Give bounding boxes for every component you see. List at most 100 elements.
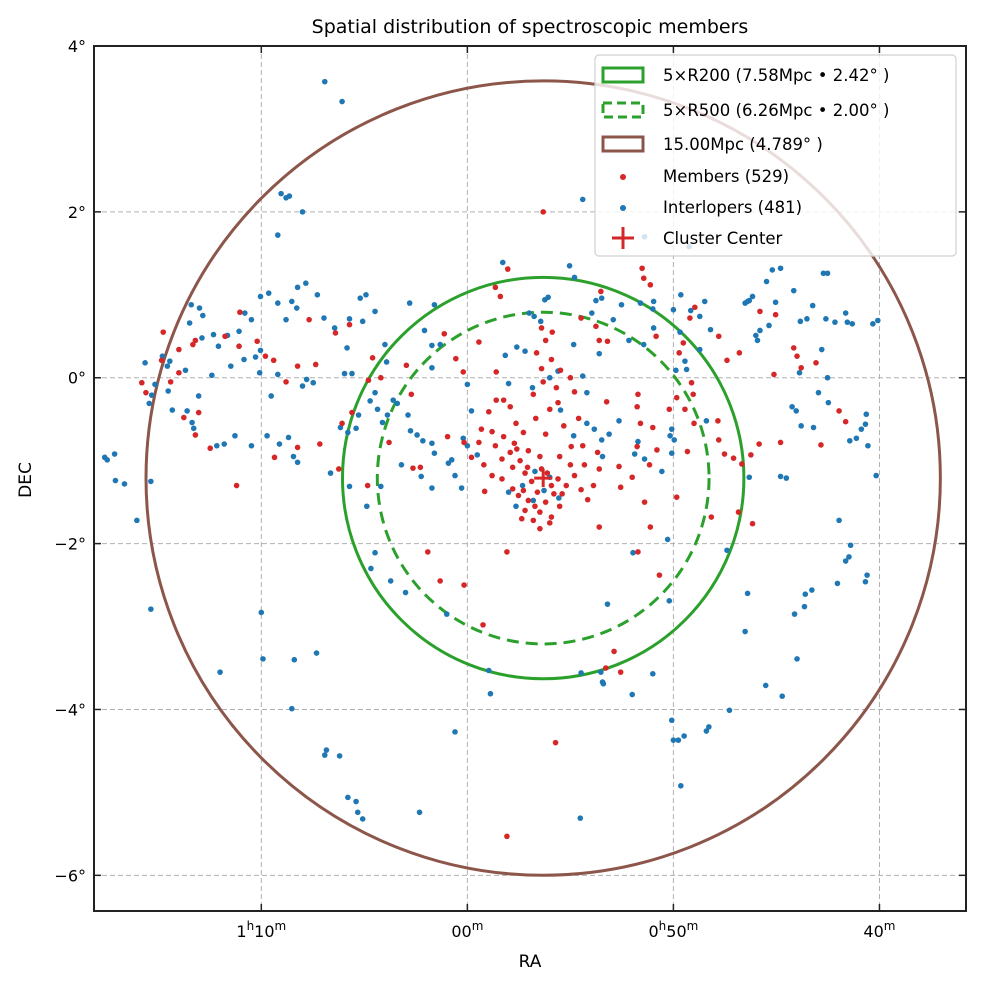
interloper-point — [842, 558, 849, 564]
interloper-point — [532, 468, 538, 475]
interloper-point — [637, 300, 644, 306]
member-point — [524, 464, 531, 471]
interloper-point — [242, 310, 248, 316]
interloper-point — [557, 407, 564, 413]
member-point — [560, 423, 567, 429]
interloper-point — [640, 341, 647, 348]
member-point — [158, 357, 165, 364]
member-point — [176, 346, 182, 353]
interloper-point — [346, 316, 353, 322]
member-point — [548, 356, 555, 363]
interloper-point — [452, 472, 458, 479]
member-point — [520, 429, 527, 436]
member-point — [517, 457, 523, 464]
interloper-point — [570, 341, 577, 348]
member-point — [530, 517, 537, 524]
interloper-point — [863, 411, 870, 418]
interloper-point — [675, 737, 682, 743]
interloper-point — [791, 611, 798, 617]
interloper-point — [354, 809, 361, 816]
member-point — [493, 397, 500, 403]
member-point — [575, 415, 582, 422]
member-point — [476, 439, 482, 446]
interloper-point — [188, 301, 195, 308]
member-point — [598, 288, 604, 295]
member-point — [748, 452, 754, 458]
circle-15mpc — [144, 79, 942, 877]
legend-label: Interlopers (481) — [663, 198, 802, 217]
interloper-point — [268, 393, 275, 399]
interloper-point — [589, 310, 595, 316]
interloper-point — [111, 451, 118, 457]
member-point — [497, 293, 504, 300]
interloper-point — [577, 815, 584, 821]
interloper-point — [502, 352, 509, 359]
interloper-point — [241, 356, 247, 363]
interloper-point — [387, 578, 394, 584]
interloper-point — [321, 315, 327, 321]
member-point — [772, 311, 779, 318]
member-point — [537, 525, 543, 532]
interloper-point — [290, 453, 297, 460]
member-point — [590, 482, 597, 489]
interloper-point — [726, 707, 733, 714]
interloper-point — [310, 379, 317, 386]
interloper-point — [522, 348, 528, 354]
interloper-point — [274, 232, 281, 238]
interloper-point — [278, 190, 284, 197]
interloper-point — [406, 300, 413, 306]
interloper-point — [257, 347, 264, 354]
member-point — [207, 445, 214, 452]
member-point — [461, 439, 467, 446]
member-point — [507, 449, 514, 456]
member-point — [593, 323, 599, 330]
member-point — [294, 363, 301, 369]
aperture-circles — [144, 79, 942, 877]
member-point — [530, 391, 537, 398]
member-point — [306, 316, 312, 323]
interloper-point — [429, 485, 435, 491]
interloper-point — [372, 308, 378, 315]
chart-title: Spatial distribution of spectroscopic me… — [312, 16, 749, 38]
interloper-point — [152, 381, 158, 388]
interloper-point — [579, 196, 586, 203]
interloper-point — [844, 319, 851, 325]
interloper-point — [777, 265, 784, 272]
interloper-point — [372, 389, 378, 396]
member-point — [500, 433, 507, 440]
interloper-point — [858, 426, 865, 432]
member-point — [190, 341, 196, 348]
legend-entry: Interlopers (481) — [620, 198, 802, 217]
interloper-point — [485, 667, 492, 674]
member-point — [378, 374, 384, 381]
member-point — [676, 350, 682, 356]
interloper-point — [367, 398, 373, 404]
interloper-point — [696, 313, 703, 320]
interloper-point — [779, 693, 786, 700]
interloper-point — [210, 331, 217, 338]
interloper-point — [678, 292, 684, 298]
member-point — [468, 454, 475, 461]
interloper-point — [199, 312, 206, 319]
interloper-point — [167, 358, 173, 364]
interloper-point — [604, 601, 611, 607]
member-point — [533, 350, 540, 356]
interloper-point — [303, 280, 309, 286]
interloper-point — [673, 367, 679, 374]
member-point — [349, 409, 355, 416]
interloper-point — [260, 656, 266, 662]
member-point — [715, 418, 721, 424]
member-point — [639, 265, 645, 272]
interloper-point — [802, 591, 809, 597]
interloper-point — [285, 434, 292, 441]
y-tick-label: −4° — [54, 700, 86, 719]
legend-entry: Cluster Center — [612, 227, 783, 249]
interloper-point — [331, 325, 338, 331]
interloper-point — [606, 431, 612, 437]
interloper-point — [809, 587, 815, 593]
member-point — [637, 420, 644, 427]
member-point — [540, 209, 546, 215]
member-point — [555, 399, 561, 406]
interloper-point — [796, 369, 803, 376]
interloper-point — [294, 459, 301, 466]
